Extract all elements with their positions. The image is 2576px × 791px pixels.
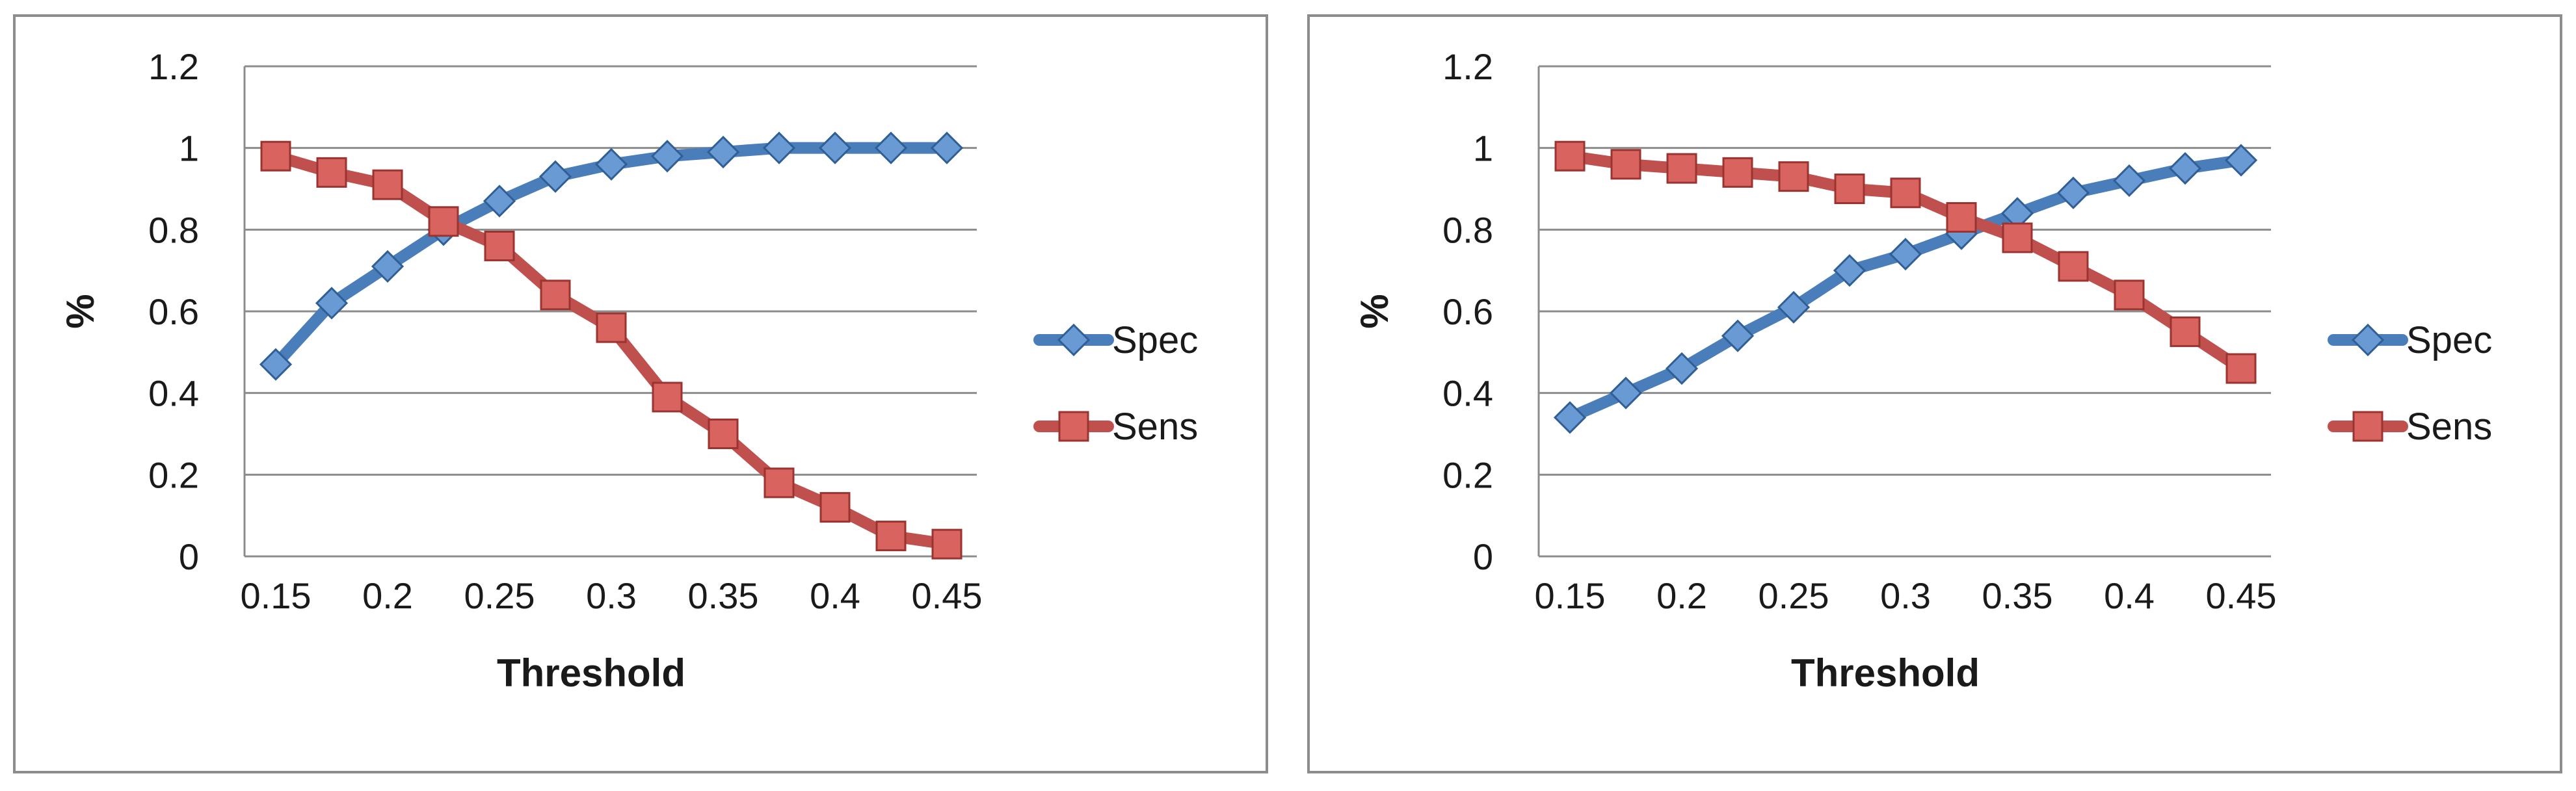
data-point-sens: [260, 140, 291, 172]
y-axis-title: %: [59, 294, 102, 328]
data-point-sens: [819, 492, 851, 523]
x-tick-label: 0.45: [912, 575, 983, 616]
y-tick-label: 0.2: [1442, 454, 1493, 495]
data-point-spec: [1609, 376, 1643, 409]
y-tick-label: 0.8: [1442, 209, 1493, 250]
data-point-spec: [1721, 319, 1755, 352]
data-point-sens: [1722, 157, 1753, 188]
x-tick-label: 0.35: [1982, 575, 2053, 616]
data-point-spec: [874, 131, 908, 164]
data-point-sens: [540, 279, 571, 311]
x-tick-label: 0.15: [241, 575, 312, 616]
data-point-sens: [652, 382, 683, 413]
y-tick-label: 0.6: [1442, 291, 1493, 332]
y-tick-label: 0.4: [1442, 373, 1493, 414]
data-point-sens: [764, 467, 795, 499]
data-point-sens: [2002, 222, 2033, 253]
data-point-sens: [1946, 201, 1977, 233]
data-point-spec: [259, 348, 293, 381]
data-point-sens: [1778, 161, 1809, 192]
data-point-sens: [1610, 149, 1641, 180]
data-point-sens: [2225, 353, 2257, 384]
data-point-sens: [1890, 177, 1921, 209]
data-point-sens: [596, 312, 627, 343]
y-tick-label: 0.2: [148, 454, 199, 495]
y-axis-title: %: [1353, 294, 1396, 328]
line-chart-left: 0 0.2 0.4 0.6 0.8 1 1.2 0.15 0.2 0.25 0.3 0.35 0.4 0.…: [59, 46, 1198, 695]
data-point-spec: [594, 148, 628, 181]
data-point-spec: [2168, 151, 2202, 185]
data-point-sens: [2114, 279, 2145, 311]
y-tick-label: 1: [1473, 128, 1493, 169]
x-tick-label: 0.15: [1535, 575, 1606, 616]
data-point-spec: [706, 135, 740, 169]
legend-label-sens: Sens: [2406, 406, 2492, 448]
x-axis-title: Threshold: [497, 651, 685, 695]
chart-panel-left: 0 0.2 0.4 0.6 0.8 1 1.2 0.15 0.2 0.25 0.3 0.35 0.4 0.…: [13, 14, 1268, 773]
legend-label-sens: Sens: [1112, 406, 1198, 448]
x-tick-label: 0.3: [586, 575, 637, 616]
data-point-sens: [1834, 174, 1865, 204]
data-point-spec: [2056, 176, 2090, 209]
data-point-spec: [1665, 352, 1699, 385]
x-tick-label: 0.2: [362, 575, 413, 616]
data-point-spec: [483, 185, 516, 218]
data-point-sens: [484, 230, 515, 261]
x-tick-label: 0.2: [1656, 575, 1707, 616]
y-tick-label: 1.2: [148, 46, 199, 87]
legend-marker-spec: [1057, 323, 1091, 357]
data-point-sens: [875, 521, 907, 552]
data-point-sens: [931, 528, 963, 560]
line-chart-right: 0 0.2 0.4 0.6 0.8 1 1.2 0.15 0.2 0.25 0.3 0.35 0.4 0.…: [1353, 46, 2492, 695]
x-tick-label: 0.25: [1759, 575, 1829, 616]
data-point-sens: [708, 419, 739, 449]
y-tick-label: 1.2: [1442, 46, 1493, 87]
y-tick-label: 0.4: [148, 373, 199, 414]
chart-panel-right: 0 0.2 0.4 0.6 0.8 1 1.2 0.15 0.2 0.25 0.3 0.35 0.4 0.…: [1307, 14, 2562, 773]
y-tick-label: 0: [179, 536, 199, 577]
data-point-spec: [818, 131, 852, 164]
data-point-spec: [1833, 254, 1866, 287]
x-tick-label: 0.4: [2104, 575, 2155, 616]
x-axis-title: Threshold: [1791, 651, 1980, 695]
data-point-spec: [2112, 164, 2146, 198]
legend-label-spec: Spec: [1112, 319, 1198, 361]
data-point-sens: [2170, 316, 2201, 347]
y-tick-label: 0.8: [148, 209, 199, 250]
data-point-sens: [1666, 153, 1697, 184]
y-tick-label: 0.6: [148, 291, 199, 332]
legend-marker-sens: [2352, 411, 2383, 442]
data-point-spec: [1889, 237, 1922, 271]
x-tick-label: 0.25: [464, 575, 535, 616]
data-point-sens: [2058, 251, 2089, 282]
data-point-spec: [1553, 401, 1587, 434]
x-tick-label: 0.35: [688, 575, 759, 616]
x-tick-label: 0.4: [810, 575, 860, 616]
legend-marker-spec: [2351, 323, 2385, 357]
data-point-spec: [371, 250, 405, 283]
data-point-spec: [2224, 144, 2258, 177]
legend-marker-sens: [1058, 411, 1089, 442]
data-point-spec: [315, 287, 349, 320]
x-tick-label: 0.45: [2206, 575, 2277, 616]
data-point-spec: [650, 140, 684, 173]
y-tick-label: 1: [179, 128, 199, 169]
legend-label-spec: Spec: [2406, 319, 2492, 361]
data-point-spec: [762, 131, 796, 164]
x-tick-label: 0.3: [1880, 575, 1931, 616]
data-point-spec: [930, 131, 964, 164]
data-point-spec: [538, 160, 572, 193]
data-point-sens: [428, 206, 459, 237]
data-point-sens: [1554, 140, 1586, 172]
data-point-sens: [316, 157, 347, 188]
series-line-sens: [270, 150, 953, 551]
data-point-sens: [372, 169, 403, 200]
data-point-spec: [1777, 291, 1811, 324]
y-tick-label: 0: [1473, 536, 1493, 577]
